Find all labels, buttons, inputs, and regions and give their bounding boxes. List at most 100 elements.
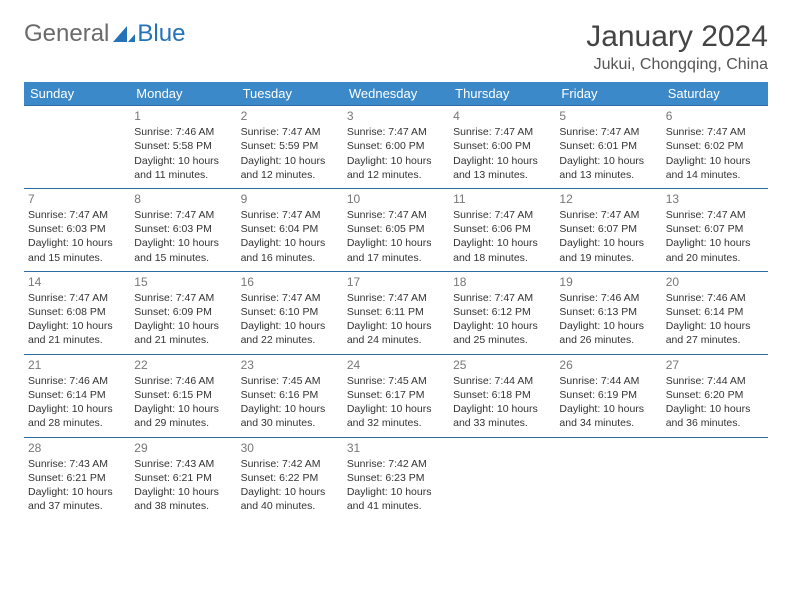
- calendar-day-cell: [662, 437, 768, 519]
- sunrise-text: Sunrise: 7:42 AM: [241, 457, 339, 471]
- sunrise-text: Sunrise: 7:43 AM: [28, 457, 126, 471]
- sunset-text: Sunset: 6:17 PM: [347, 388, 445, 402]
- title-block: January 2024 Jukui, Chongqing, China: [586, 20, 768, 74]
- calendar-day-cell: 26Sunrise: 7:44 AMSunset: 6:19 PMDayligh…: [555, 354, 661, 437]
- sunrise-text: Sunrise: 7:44 AM: [453, 374, 551, 388]
- sunrise-text: Sunrise: 7:47 AM: [241, 291, 339, 305]
- sunset-text: Sunset: 6:00 PM: [453, 139, 551, 153]
- sunset-text: Sunset: 6:03 PM: [134, 222, 232, 236]
- day-number: 26: [559, 357, 657, 373]
- day-number: 11: [453, 191, 551, 207]
- day-number: 8: [134, 191, 232, 207]
- calendar-day-cell: 20Sunrise: 7:46 AMSunset: 6:14 PMDayligh…: [662, 271, 768, 354]
- sunrise-text: Sunrise: 7:47 AM: [347, 291, 445, 305]
- sunset-text: Sunset: 6:09 PM: [134, 305, 232, 319]
- daylight-text: Daylight: 10 hours and 37 minutes.: [28, 485, 126, 513]
- day-number: 18: [453, 274, 551, 290]
- sunrise-text: Sunrise: 7:47 AM: [134, 208, 232, 222]
- sunset-text: Sunset: 6:08 PM: [28, 305, 126, 319]
- calendar-day-cell: 15Sunrise: 7:47 AMSunset: 6:09 PMDayligh…: [130, 271, 236, 354]
- calendar-day-cell: 22Sunrise: 7:46 AMSunset: 6:15 PMDayligh…: [130, 354, 236, 437]
- calendar-week-row: 21Sunrise: 7:46 AMSunset: 6:14 PMDayligh…: [24, 354, 768, 437]
- calendar-day-cell: 29Sunrise: 7:43 AMSunset: 6:21 PMDayligh…: [130, 437, 236, 519]
- daylight-text: Daylight: 10 hours and 27 minutes.: [666, 319, 764, 347]
- day-number: 23: [241, 357, 339, 373]
- daylight-text: Daylight: 10 hours and 21 minutes.: [134, 319, 232, 347]
- daylight-text: Daylight: 10 hours and 12 minutes.: [347, 154, 445, 182]
- weekday-header: Friday: [555, 82, 661, 106]
- calendar-day-cell: 11Sunrise: 7:47 AMSunset: 6:06 PMDayligh…: [449, 188, 555, 271]
- day-number: 2: [241, 108, 339, 124]
- calendar-day-cell: 14Sunrise: 7:47 AMSunset: 6:08 PMDayligh…: [24, 271, 130, 354]
- daylight-text: Daylight: 10 hours and 25 minutes.: [453, 319, 551, 347]
- sunset-text: Sunset: 6:22 PM: [241, 471, 339, 485]
- sunset-text: Sunset: 6:21 PM: [28, 471, 126, 485]
- sunset-text: Sunset: 6:21 PM: [134, 471, 232, 485]
- daylight-text: Daylight: 10 hours and 15 minutes.: [134, 236, 232, 264]
- sunrise-text: Sunrise: 7:47 AM: [666, 125, 764, 139]
- calendar-day-cell: 25Sunrise: 7:44 AMSunset: 6:18 PMDayligh…: [449, 354, 555, 437]
- sunrise-text: Sunrise: 7:47 AM: [559, 208, 657, 222]
- calendar-week-row: 14Sunrise: 7:47 AMSunset: 6:08 PMDayligh…: [24, 271, 768, 354]
- weekday-header: Tuesday: [237, 82, 343, 106]
- sunset-text: Sunset: 6:19 PM: [559, 388, 657, 402]
- sunset-text: Sunset: 6:07 PM: [666, 222, 764, 236]
- month-title: January 2024: [586, 20, 768, 54]
- day-number: 9: [241, 191, 339, 207]
- sunrise-text: Sunrise: 7:46 AM: [28, 374, 126, 388]
- sunrise-text: Sunrise: 7:47 AM: [28, 208, 126, 222]
- calendar-week-row: 28Sunrise: 7:43 AMSunset: 6:21 PMDayligh…: [24, 437, 768, 519]
- calendar-day-cell: 8Sunrise: 7:47 AMSunset: 6:03 PMDaylight…: [130, 188, 236, 271]
- calendar-day-cell: [555, 437, 661, 519]
- sunset-text: Sunset: 6:12 PM: [453, 305, 551, 319]
- calendar-day-cell: 27Sunrise: 7:44 AMSunset: 6:20 PMDayligh…: [662, 354, 768, 437]
- daylight-text: Daylight: 10 hours and 26 minutes.: [559, 319, 657, 347]
- sunrise-text: Sunrise: 7:45 AM: [347, 374, 445, 388]
- daylight-text: Daylight: 10 hours and 38 minutes.: [134, 485, 232, 513]
- day-number: 1: [134, 108, 232, 124]
- daylight-text: Daylight: 10 hours and 14 minutes.: [666, 154, 764, 182]
- calendar-week-row: 7Sunrise: 7:47 AMSunset: 6:03 PMDaylight…: [24, 188, 768, 271]
- logo-text-blue: Blue: [137, 20, 185, 48]
- sunrise-text: Sunrise: 7:47 AM: [241, 208, 339, 222]
- sunrise-text: Sunrise: 7:44 AM: [666, 374, 764, 388]
- sunset-text: Sunset: 6:18 PM: [453, 388, 551, 402]
- calendar-day-cell: 24Sunrise: 7:45 AMSunset: 6:17 PMDayligh…: [343, 354, 449, 437]
- sunrise-text: Sunrise: 7:47 AM: [559, 125, 657, 139]
- daylight-text: Daylight: 10 hours and 28 minutes.: [28, 402, 126, 430]
- day-number: 17: [347, 274, 445, 290]
- location: Jukui, Chongqing, China: [586, 56, 768, 74]
- sunrise-text: Sunrise: 7:44 AM: [559, 374, 657, 388]
- daylight-text: Daylight: 10 hours and 32 minutes.: [347, 402, 445, 430]
- sunset-text: Sunset: 6:15 PM: [134, 388, 232, 402]
- calendar-day-cell: 19Sunrise: 7:46 AMSunset: 6:13 PMDayligh…: [555, 271, 661, 354]
- calendar-day-cell: 30Sunrise: 7:42 AMSunset: 6:22 PMDayligh…: [237, 437, 343, 519]
- sunrise-text: Sunrise: 7:47 AM: [453, 125, 551, 139]
- day-number: 29: [134, 440, 232, 456]
- sunrise-text: Sunrise: 7:46 AM: [134, 125, 232, 139]
- calendar-day-cell: 13Sunrise: 7:47 AMSunset: 6:07 PMDayligh…: [662, 188, 768, 271]
- logo-text-general: General: [24, 20, 109, 48]
- sunrise-text: Sunrise: 7:46 AM: [134, 374, 232, 388]
- calendar-day-cell: 6Sunrise: 7:47 AMSunset: 6:02 PMDaylight…: [662, 106, 768, 189]
- sunset-text: Sunset: 5:59 PM: [241, 139, 339, 153]
- calendar-day-cell: [24, 106, 130, 189]
- day-number: 4: [453, 108, 551, 124]
- calendar-day-cell: 1Sunrise: 7:46 AMSunset: 5:58 PMDaylight…: [130, 106, 236, 189]
- calendar-day-cell: 28Sunrise: 7:43 AMSunset: 6:21 PMDayligh…: [24, 437, 130, 519]
- sunset-text: Sunset: 6:20 PM: [666, 388, 764, 402]
- daylight-text: Daylight: 10 hours and 30 minutes.: [241, 402, 339, 430]
- weekday-header: Sunday: [24, 82, 130, 106]
- daylight-text: Daylight: 10 hours and 41 minutes.: [347, 485, 445, 513]
- calendar-day-cell: 3Sunrise: 7:47 AMSunset: 6:00 PMDaylight…: [343, 106, 449, 189]
- sunset-text: Sunset: 5:58 PM: [134, 139, 232, 153]
- sunrise-text: Sunrise: 7:47 AM: [134, 291, 232, 305]
- sunrise-text: Sunrise: 7:47 AM: [453, 291, 551, 305]
- day-number: 3: [347, 108, 445, 124]
- day-number: 15: [134, 274, 232, 290]
- sunrise-text: Sunrise: 7:45 AM: [241, 374, 339, 388]
- day-number: 7: [28, 191, 126, 207]
- sunset-text: Sunset: 6:02 PM: [666, 139, 764, 153]
- calendar-day-cell: 12Sunrise: 7:47 AMSunset: 6:07 PMDayligh…: [555, 188, 661, 271]
- sunrise-text: Sunrise: 7:46 AM: [559, 291, 657, 305]
